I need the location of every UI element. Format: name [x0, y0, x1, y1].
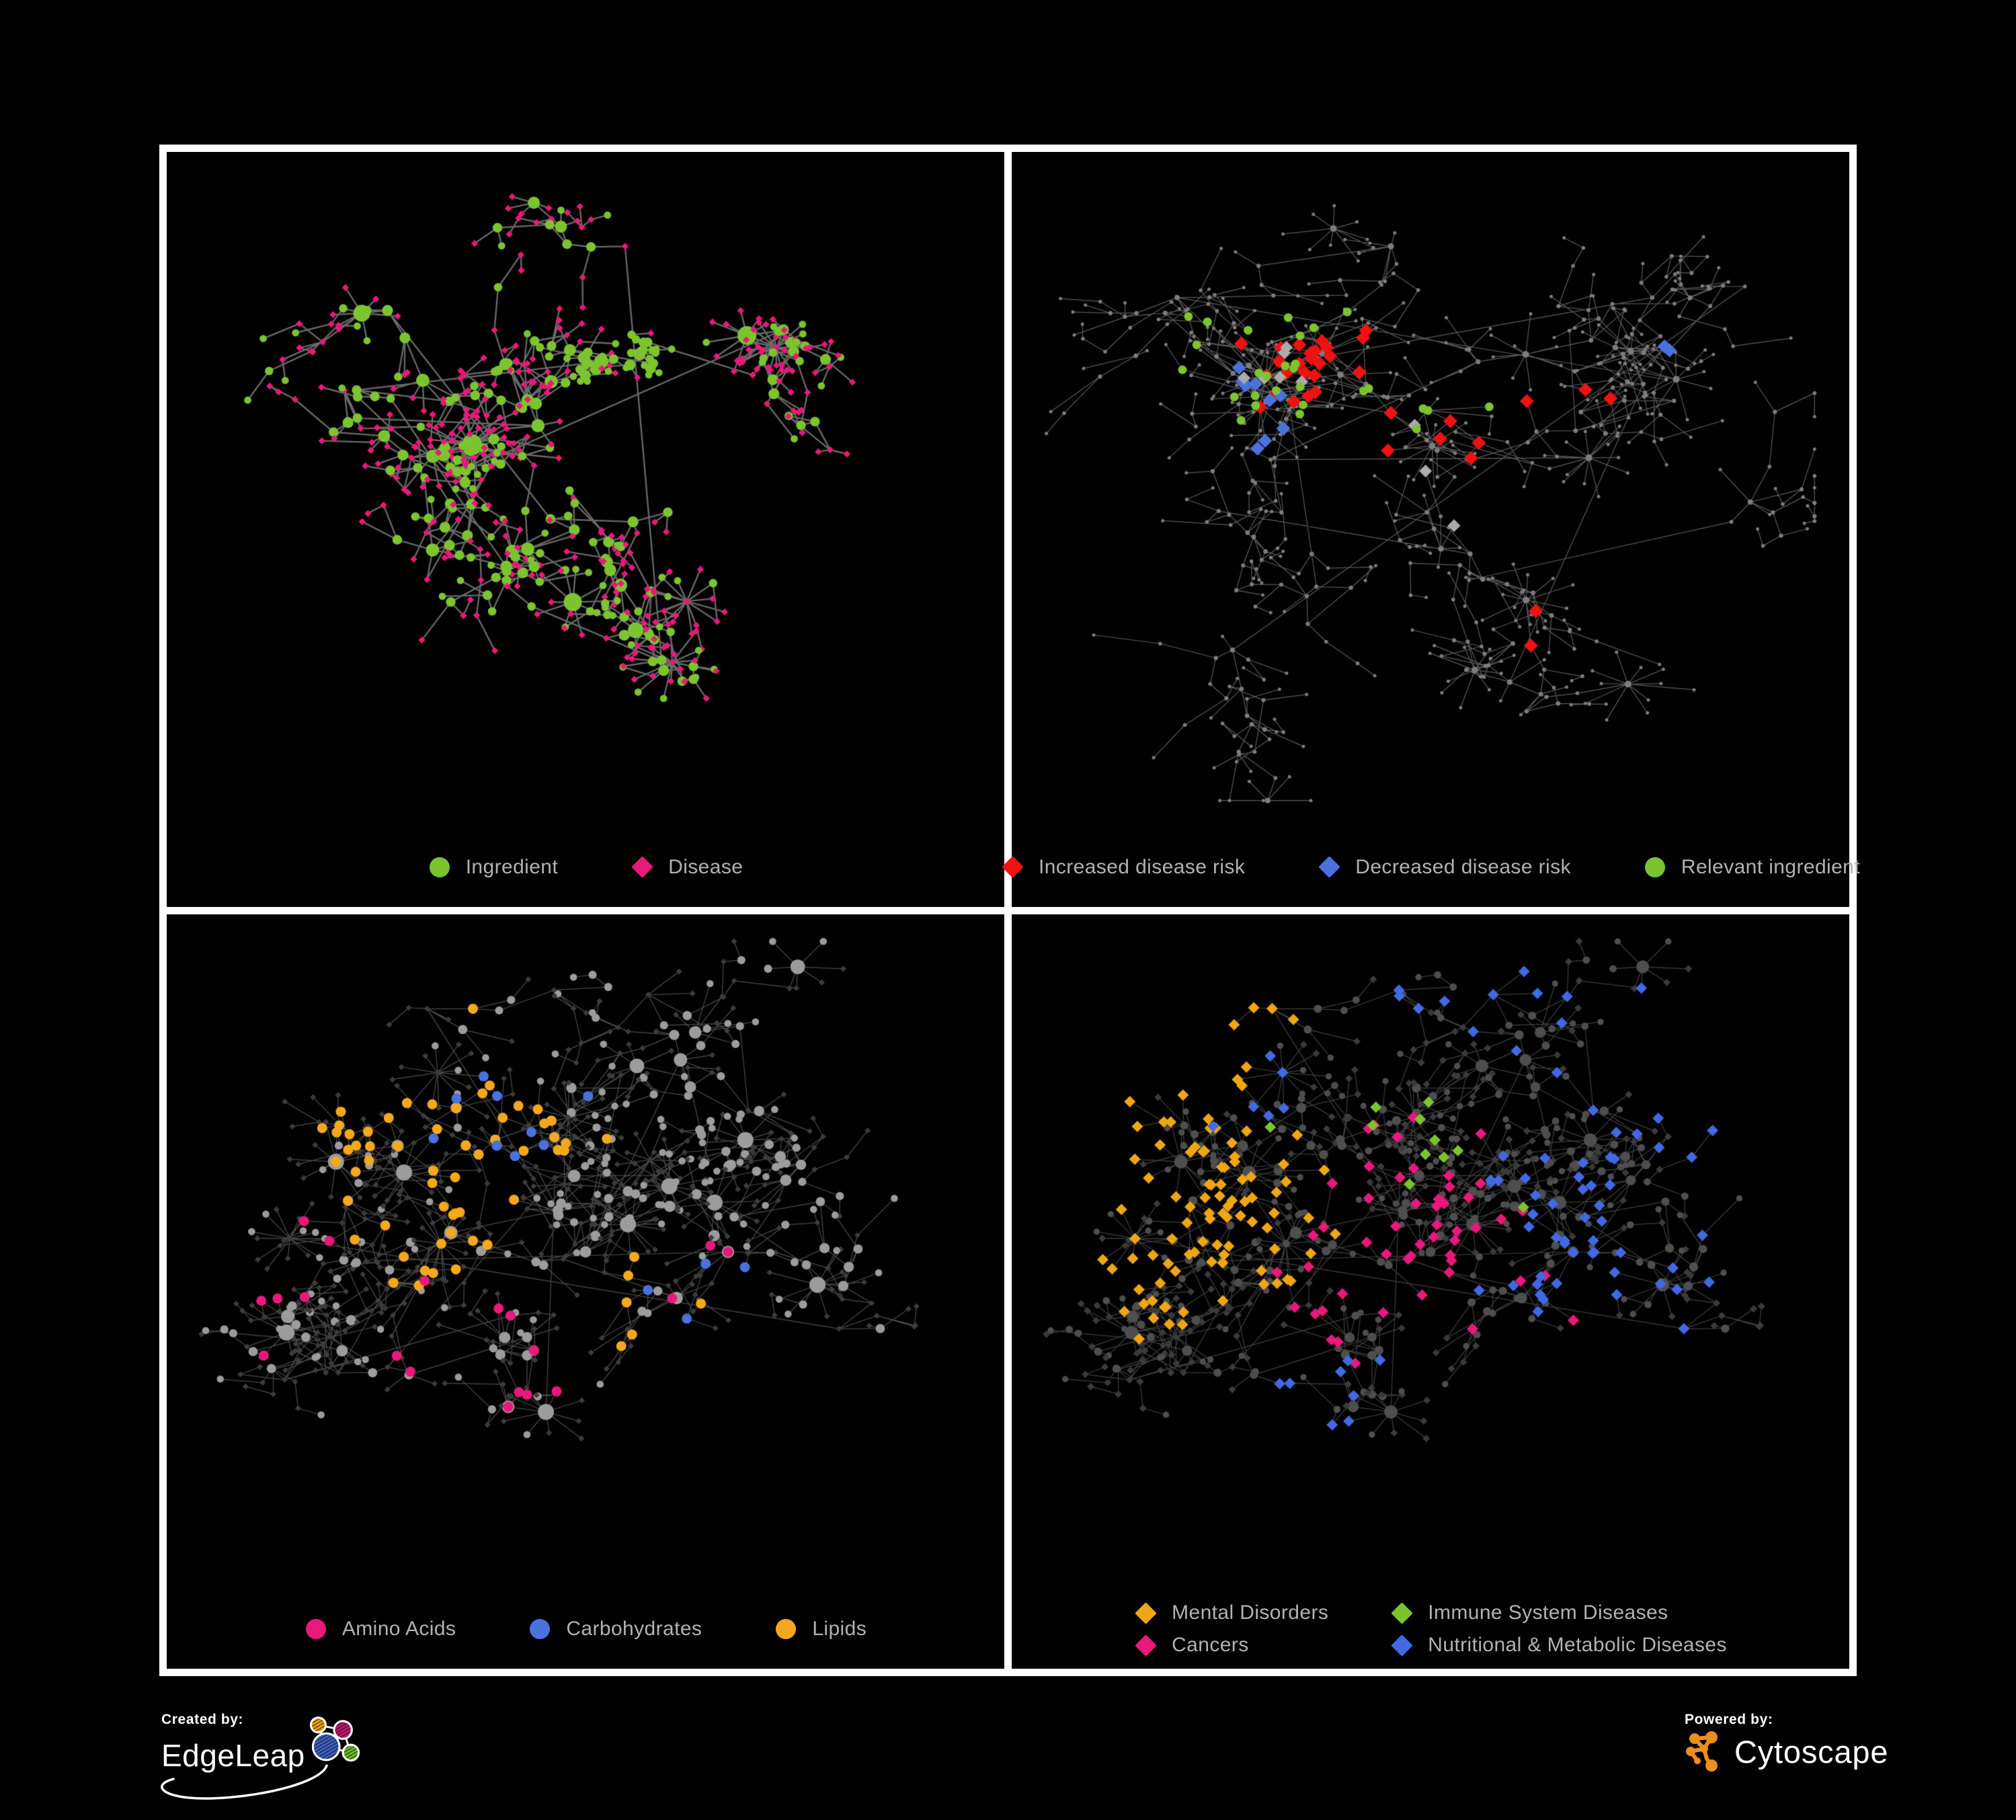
legend-label: Increased disease risk	[1039, 855, 1246, 878]
diamond-swatch-icon	[1001, 856, 1024, 879]
diamond-swatch-icon	[1390, 1634, 1413, 1657]
network-canvas-disease-categories	[1012, 914, 1849, 1589]
legend-item-lipids: Lipids	[774, 1618, 866, 1640]
circle-swatch-icon	[428, 856, 451, 879]
network-canvas-macronutrient-classes	[167, 914, 1004, 1589]
legend-disease-risk: Increased disease risk Decreased disease …	[1001, 828, 1860, 907]
panel-disease-categories: Mental Disorders Immune System Diseases Ca…	[1012, 914, 1849, 1669]
panel-ingredient-disease: Ingredient Disease	[167, 152, 1004, 907]
legend-item-ingredient: Ingredient	[428, 856, 558, 879]
circle-swatch-icon	[528, 1618, 551, 1640]
legend-label: Ingredient	[465, 855, 559, 878]
legend-item-carbohydrates: Carbohydrates	[528, 1618, 702, 1640]
legend-label: Lipids	[812, 1618, 867, 1640]
legend-label: Cancers	[1172, 1634, 1249, 1656]
cytoscape-wordmark: Cytoscape	[1734, 1734, 1889, 1770]
diamond-swatch-icon	[631, 856, 653, 879]
legend-item-cancers: Cancers	[1134, 1634, 1328, 1657]
created-by-label: Created by:	[161, 1712, 244, 1727]
legend-item-relevant-ingredient: Relevant ingredient	[1644, 856, 1860, 879]
legend-item-amino-acids: Amino Acids	[305, 1618, 456, 1640]
legend-item-increased-disease-risk: Increased disease risk	[1001, 856, 1245, 879]
legend-label: Nutritional & Metabolic Diseases	[1428, 1634, 1727, 1656]
legend-label: Immune System Diseases	[1428, 1601, 1668, 1624]
powered-by-block: Powered by: Cytoscape	[1685, 1712, 1888, 1774]
legend-label: Carbohydrates	[566, 1618, 702, 1640]
legend-ingredient-disease: Ingredient Disease	[167, 828, 1004, 907]
diamond-swatch-icon	[1390, 1601, 1413, 1624]
legend-label: Decreased disease risk	[1355, 855, 1571, 878]
diamond-swatch-icon	[1134, 1601, 1157, 1624]
panel-macronutrient-classes: Amino Acids Carbohydrates Lipids	[167, 914, 1004, 1669]
powered-by-label: Powered by:	[1685, 1712, 1773, 1727]
diamond-swatch-icon	[1134, 1634, 1157, 1657]
legend-disease-categories: Mental Disorders Immune System Diseases Ca…	[1012, 1589, 1849, 1669]
legend-label: Mental Disorders	[1172, 1601, 1329, 1624]
network-canvas-ingredient-disease	[167, 152, 1004, 828]
legend-label: Relevant ingredient	[1681, 855, 1860, 878]
circle-swatch-icon	[1644, 856, 1666, 879]
circle-swatch-icon	[774, 1618, 797, 1640]
legend-label: Disease	[668, 855, 743, 878]
panel-disease-risk: Increased disease risk Decreased disease …	[1001, 152, 1860, 907]
legend-item-mental-disorders: Mental Disorders	[1134, 1601, 1328, 1624]
legend-item-decreased-disease-risk: Decreased disease risk	[1318, 856, 1571, 879]
legend-macronutrient-classes: Amino Acids Carbohydrates Lipids	[167, 1589, 1004, 1669]
legend-item-disease: Disease	[631, 856, 743, 879]
panel-grid: Ingredient Disease Increased disease risk…	[159, 145, 1860, 1676]
diamond-swatch-icon	[1318, 856, 1340, 879]
legend-item-nutritional-metabolic-diseases: Nutritional & Metabolic Diseases	[1390, 1634, 1727, 1657]
legend-item-immune-system-diseases: Immune System Diseases	[1390, 1601, 1727, 1624]
edgeleap-logo-icon	[309, 1716, 360, 1762]
edgeleap-wordmark: EdgeLeap	[161, 1737, 305, 1773]
created-by-block: Created by: EdgeLeap	[161, 1712, 376, 1800]
legend-label: Amino Acids	[341, 1618, 456, 1640]
cytoscape-logo-icon	[1686, 1731, 1718, 1772]
network-canvas-disease-risk	[1012, 152, 1849, 828]
circle-swatch-icon	[305, 1618, 327, 1640]
